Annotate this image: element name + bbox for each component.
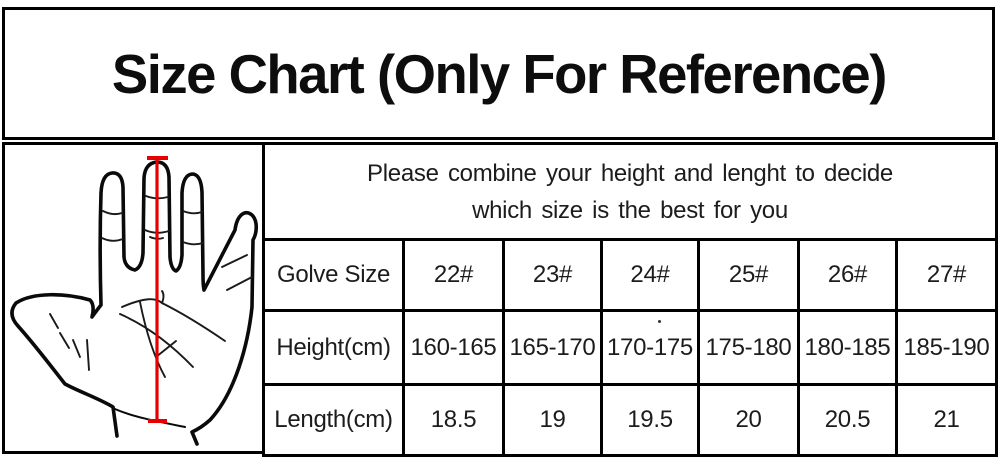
table-cell: 22# <box>402 238 505 312</box>
height-row: Height(cm) 160-165 165-170 170-175 175-1… <box>262 309 998 386</box>
table-cell: 180-185 <box>797 309 898 386</box>
table-cell: 160-165 <box>402 309 505 386</box>
table-cell: 165-170 <box>502 309 603 386</box>
row-label-length: Length(cm) <box>262 383 405 457</box>
note-row: Please combine your height and lenght to… <box>262 142 998 241</box>
table-cell: 170-175 <box>600 309 700 386</box>
glove-size-row: Golve Size 22# 23# 24# 25# 26# 27# <box>262 238 998 312</box>
table-cell: 25# <box>697 238 800 312</box>
hand-palm-measurement-icon <box>10 156 259 446</box>
measure-line <box>147 156 168 423</box>
row-label-glove-size: Golve Size <box>262 238 405 312</box>
content-row: Please combine your height and lenght to… <box>2 142 998 457</box>
note-line-2: which size is the best for you <box>472 196 788 224</box>
title-banner: Size Chart (Only For Reference) <box>2 7 995 140</box>
palm-creases <box>49 195 253 378</box>
table-cell: 19.5 <box>600 383 700 457</box>
row-label-height: Height(cm) <box>262 309 405 386</box>
size-table: Please combine your height and lenght to… <box>262 142 998 457</box>
table-cell: 185-190 <box>895 309 998 386</box>
table-cell: 175-180 <box>697 309 800 386</box>
table-cell: 23# <box>502 238 603 312</box>
table-cell: 24# <box>600 238 700 312</box>
note-cell: Please combine your height and lenght to… <box>262 142 998 241</box>
page-title: Size Chart (Only For Reference) <box>111 42 887 105</box>
table-cell: 20 <box>697 383 800 457</box>
table-cell: 20.5 <box>797 383 898 457</box>
table-cell: 21 <box>895 383 998 457</box>
length-row: Length(cm) 18.5 19 19.5 20 20.5 21 <box>262 383 998 457</box>
table-cell: 18.5 <box>402 383 505 457</box>
table-cell: 27# <box>895 238 998 312</box>
table-cell: 19 <box>502 383 603 457</box>
table-cell: 26# <box>797 238 898 312</box>
note-line-1: Please combine your height and lenght to… <box>367 159 893 187</box>
speck-artifact <box>658 320 661 323</box>
hand-illustration-panel <box>2 142 265 454</box>
